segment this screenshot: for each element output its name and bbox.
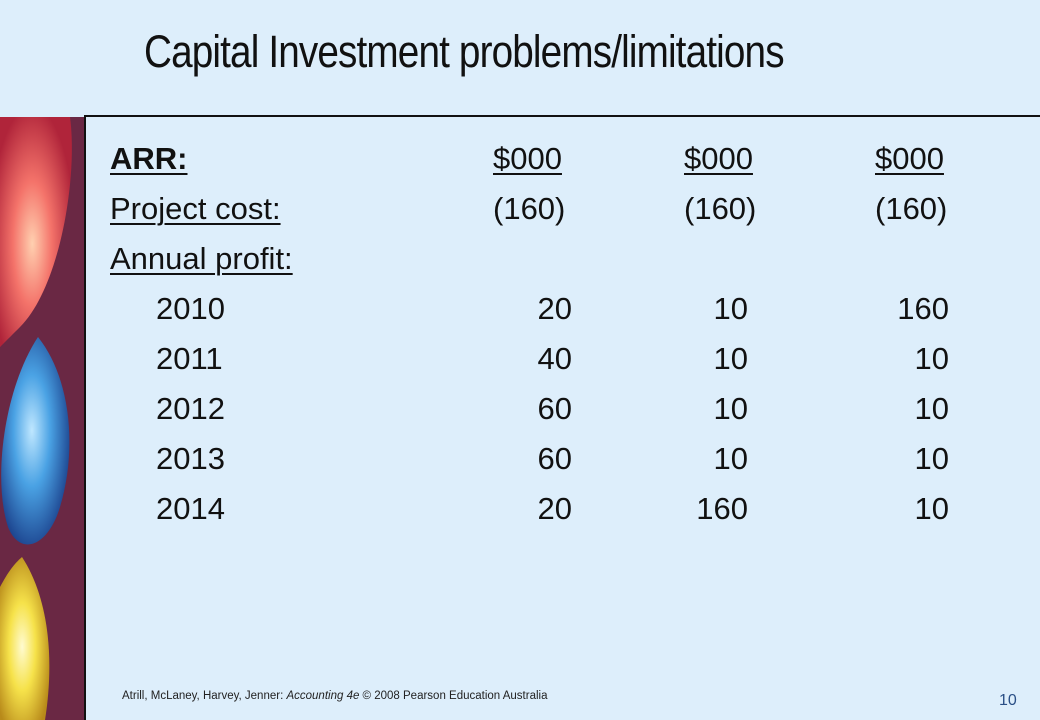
decorative-sidebar <box>0 117 84 720</box>
table-row: 2012 60 10 10 <box>86 391 1040 439</box>
profit-value-1: 20 <box>537 291 572 326</box>
project-cost-2: (160) <box>684 191 757 226</box>
page-number: 10 <box>999 692 1017 709</box>
profit-value-3: 10 <box>914 391 949 426</box>
profit-value-2: 10 <box>713 391 748 426</box>
table-header-row: ARR: $000 $000 $000 <box>86 141 1040 189</box>
annual-profit-label: Annual profit: <box>110 241 293 276</box>
profit-value-1: 20 <box>537 491 572 526</box>
column-unit-2: $000 <box>684 141 753 176</box>
profit-value-1: 60 <box>537 441 572 476</box>
profit-value-1: 60 <box>537 391 572 426</box>
project-cost-row: Project cost: (160) (160) (160) <box>86 191 1040 239</box>
profit-value-3: 10 <box>914 491 949 526</box>
profit-value-2: 10 <box>713 441 748 476</box>
year-label: 2010 <box>156 291 225 326</box>
arr-label: ARR: <box>110 141 188 176</box>
table-row: 2011 40 10 10 <box>86 341 1040 389</box>
blue-drop-shape <box>1 337 70 545</box>
annual-profit-row: Annual profit: <box>86 241 1040 289</box>
year-label: 2012 <box>156 391 225 426</box>
column-unit-3: $000 <box>875 141 944 176</box>
column-unit-1: $000 <box>493 141 562 176</box>
yellow-drop-shape <box>0 557 50 720</box>
sidebar-drops-graphic <box>0 117 84 720</box>
footer-book-title: Accounting 4e <box>286 690 360 702</box>
profit-value-3: 10 <box>914 341 949 376</box>
table-row: 2013 60 10 10 <box>86 441 1040 489</box>
profit-value-2: 160 <box>696 491 748 526</box>
title-divider <box>84 115 1040 117</box>
slide-content: ARR: $000 $000 $000 Project cost: (160) … <box>86 117 1040 720</box>
table-row: 2014 20 160 10 <box>86 491 1040 539</box>
project-cost-1: (160) <box>493 191 566 226</box>
table-row: 2010 20 10 160 <box>86 291 1040 339</box>
profit-value-3: 10 <box>914 441 949 476</box>
slide-title: Capital Investment problems/limitations <box>144 26 785 77</box>
footer-copyright: © 2008 Pearson Education Australia <box>359 690 548 702</box>
profit-value-2: 10 <box>713 291 748 326</box>
sidebar-divider <box>84 115 86 720</box>
profit-value-3: 160 <box>897 291 949 326</box>
year-label: 2011 <box>156 341 223 376</box>
year-label: 2013 <box>156 441 225 476</box>
slide-footer: Atrill, McLaney, Harvey, Jenner: Account… <box>122 690 547 702</box>
red-drop-shape <box>0 117 72 347</box>
profit-value-2: 10 <box>713 341 748 376</box>
project-cost-label: Project cost: <box>110 191 281 226</box>
year-label: 2014 <box>156 491 225 526</box>
title-bar: Capital Investment problems/limitations <box>0 0 1040 116</box>
project-cost-3: (160) <box>875 191 948 226</box>
footer-authors: Atrill, McLaney, Harvey, Jenner: <box>122 690 287 702</box>
profit-value-1: 40 <box>537 341 572 376</box>
